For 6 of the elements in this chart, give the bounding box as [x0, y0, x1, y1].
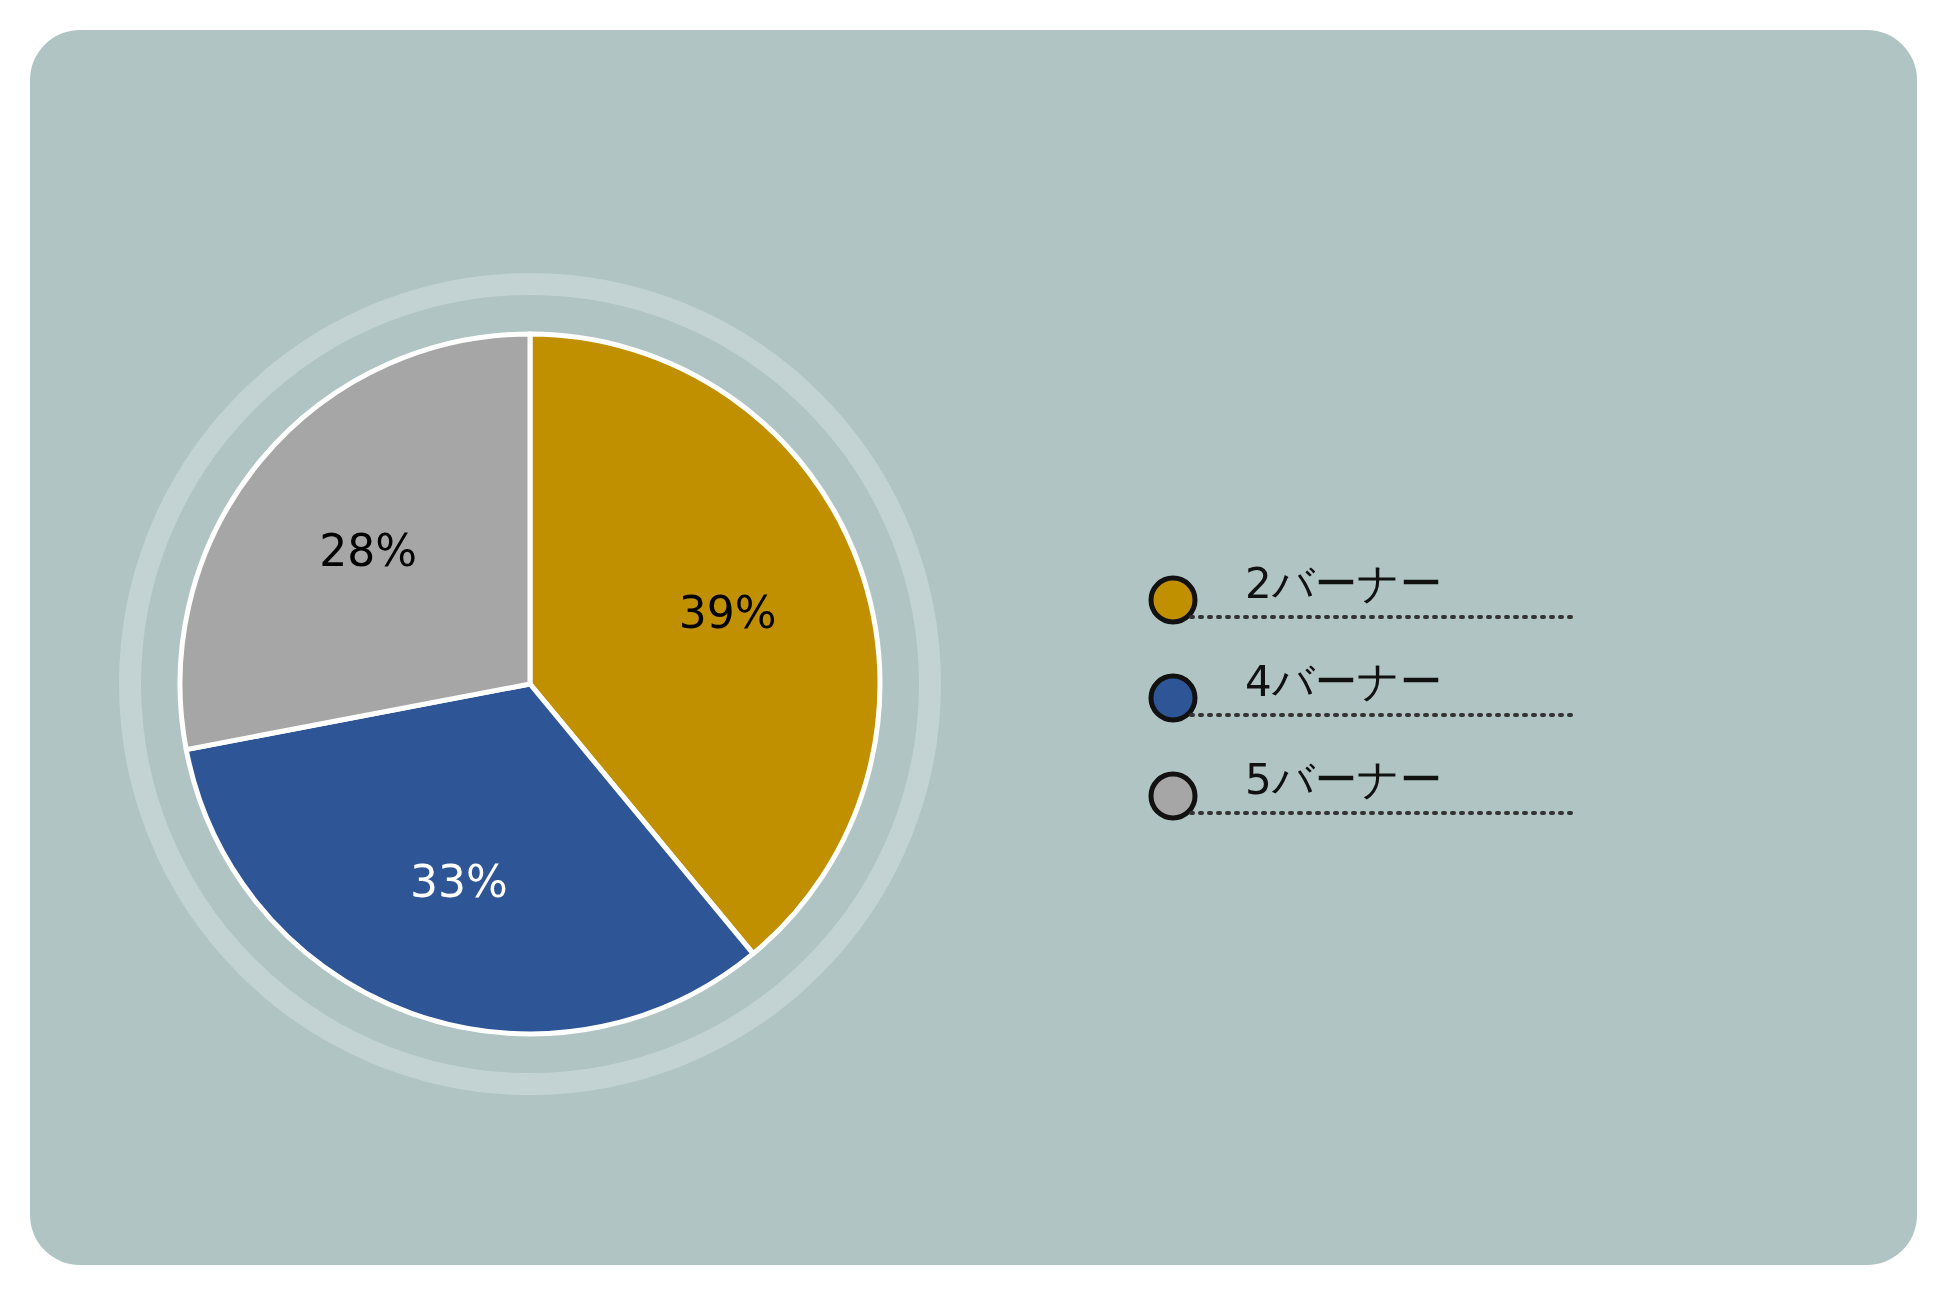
- data-label: 39%: [678, 587, 777, 639]
- data-label: 28%: [319, 524, 418, 576]
- legend-label: 4バーナー: [1245, 657, 1442, 706]
- data-label: 33%: [409, 856, 508, 908]
- legend-label: 5バーナー: [1245, 755, 1442, 804]
- legend-label: 2バーナー: [1245, 559, 1442, 608]
